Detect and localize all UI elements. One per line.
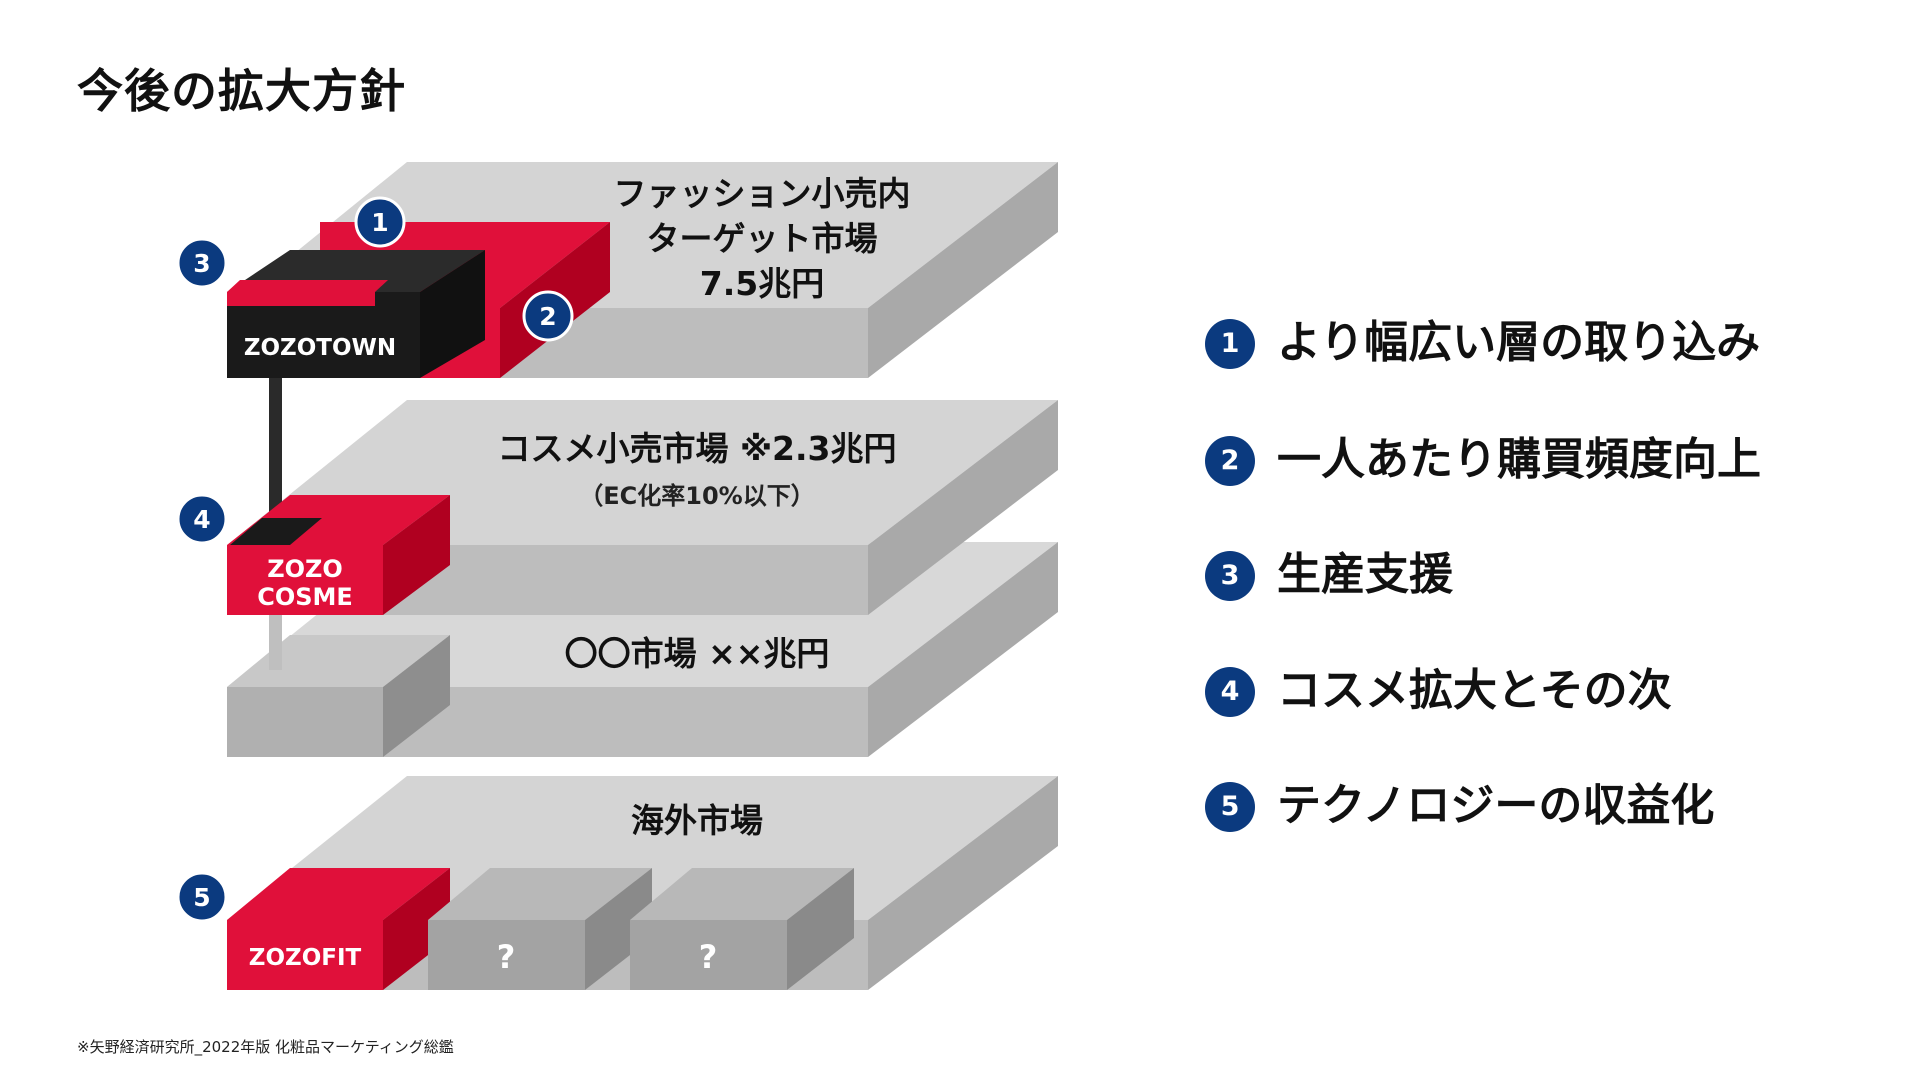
legend-item-3: 3 生産支援 [1205, 545, 1885, 605]
svg-text:3: 3 [193, 249, 210, 278]
legend-item-1: 1 より幅広い層の取り込み [1205, 313, 1885, 373]
zozofit-label: ZOZOFIT [249, 945, 362, 971]
unknown-label-1: ? [497, 938, 516, 976]
fashion-label-1: ファッション小売内 [614, 174, 911, 213]
cosme-label-2: （EC化率10%以下） [579, 482, 814, 510]
marker-5: 5 [176, 871, 228, 923]
legend-text-4: コスメ拡大とその次 [1277, 665, 1672, 716]
svg-text:4: 4 [193, 505, 210, 534]
marker-4: 4 [176, 493, 228, 545]
connector-pole-lower [269, 615, 282, 670]
grey-block-other [227, 635, 450, 757]
zozocosme-label-1: ZOZO [267, 555, 343, 583]
zozofit-block [227, 868, 450, 990]
legend-marker-4: 4 [1205, 667, 1255, 717]
marker-3: 3 [176, 237, 228, 289]
svg-text:2: 2 [539, 302, 556, 331]
zozocosme-block [227, 495, 450, 615]
svg-text:1: 1 [371, 208, 388, 237]
source-footnote: ※矢野経済研究所_2022年版 化粧品マーケティング総鑑 [77, 1038, 454, 1056]
zozocosme-label-2: COSME [257, 583, 353, 611]
zozotown-black-block [227, 250, 485, 378]
legend-text-5: テクノロジーの収益化 [1277, 780, 1715, 831]
fashion-label-3: 7.5兆円 [700, 264, 824, 303]
overseas-label: 海外市場 [631, 801, 763, 840]
legend-marker-5: 5 [1205, 782, 1255, 832]
connector-pole [269, 378, 282, 528]
legend-text-2: 一人あたり購買頻度向上 [1277, 434, 1761, 485]
unknown-block-1 [428, 868, 652, 990]
page-title: 今後の拡大方針 [77, 64, 406, 118]
other-market-label: 〇〇市場 ××兆円 [565, 634, 830, 673]
legend-marker-1: 1 [1205, 319, 1255, 369]
legend-item-5: 5 テクノロジーの収益化 [1205, 776, 1885, 836]
legend-marker-2: 2 [1205, 436, 1255, 486]
legend-item-4: 4 コスメ拡大とその次 [1205, 661, 1885, 721]
fashion-label-2: ターゲット市場 [647, 219, 878, 258]
legend-text-3: 生産支援 [1277, 549, 1453, 600]
svg-text:5: 5 [193, 883, 210, 912]
legend-item-2: 2 一人あたり購買頻度向上 [1205, 430, 1885, 490]
marker-2: 2 [522, 290, 574, 342]
legend-marker-3: 3 [1205, 551, 1255, 601]
zozotown-label: ZOZOTOWN [244, 335, 396, 361]
legend-text-1: より幅広い層の取り込み [1277, 317, 1761, 368]
marker-1: 1 [354, 196, 406, 248]
unknown-block-2 [630, 868, 854, 990]
unknown-label-2: ? [699, 938, 718, 976]
cosme-label-1: コスメ小売市場 ※2.3兆円 [497, 429, 896, 468]
